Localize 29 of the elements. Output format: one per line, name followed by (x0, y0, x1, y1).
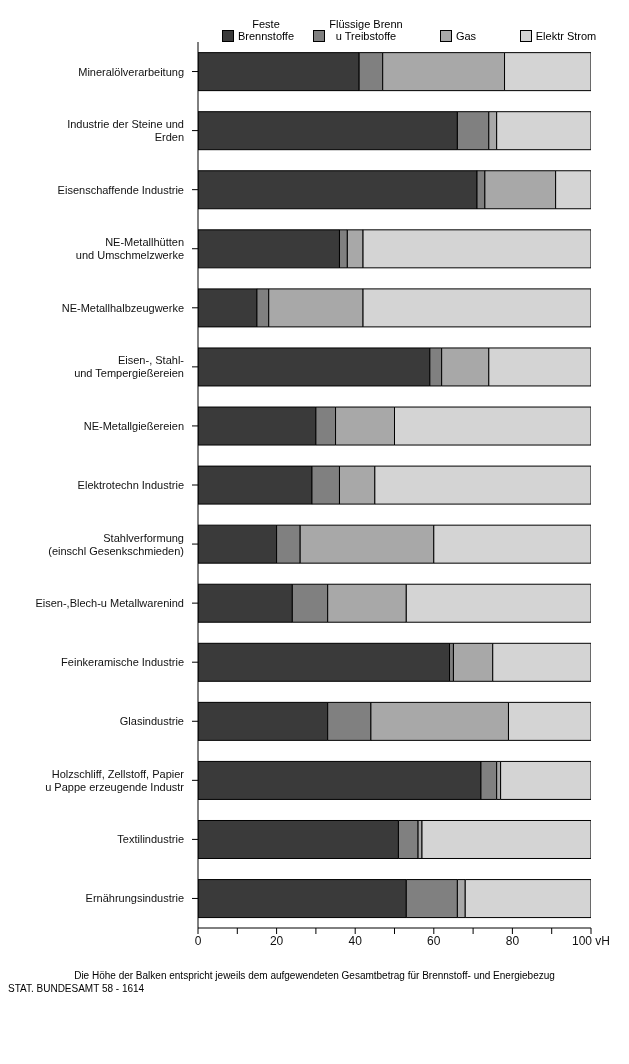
legend-label: Gas (455, 30, 477, 42)
y-tick-label: Glasindustrie (119, 715, 184, 728)
text: STAT. BUNDESAMT 58 - 1614 (8, 983, 146, 994)
y-tick-label: Eisen-, Stahl- und Tempergießereien (74, 354, 185, 380)
bar (421, 820, 591, 859)
y-tick-label: Holzschliff, Zellstoff, Papier u Pappe erzeugende Industr (45, 767, 185, 793)
y-tick-label: NE-Metallgießereien (83, 419, 184, 432)
x-tick-label: 0 (194, 933, 202, 948)
y-tick-label: Stahlverformung (einschl Gesenkschmieden) (48, 531, 184, 557)
y-tick-label: Ernährungsindustrie (85, 892, 184, 905)
x-tick-label: 40 (348, 933, 363, 948)
x-tick-label: 60 (427, 933, 441, 948)
y-tick-label: Textilindustrie (117, 833, 184, 846)
legend-label: Elektr Strom (535, 30, 597, 42)
text: Die Höhe der Balken entspricht jeweils dem aufgewendeten Gesamtbetrag für Brennstoff- und Energiebezug (73, 970, 556, 981)
y-tick-label: Mineralölverarbeitung (78, 65, 184, 78)
legend-label: Flüssige Brenn u Treibstoffe (329, 18, 403, 42)
x-tick-label: 20 (269, 933, 284, 948)
x-tick-label: 100 vH (571, 933, 611, 948)
bar (500, 760, 591, 800)
series-label: Feste Brennstoffe (237, 18, 295, 42)
y-tick-label: Feinkeramische Industrie (61, 656, 184, 669)
y-tick-label: Eisenschaffende Industrie (57, 183, 184, 196)
y-tick-label: Elektrotechn Industrie (77, 479, 184, 491)
y-tick-label: NE-Metallhütten und Umschmelzwerke (75, 236, 184, 262)
y-tick-label: Eisen-,Blech-u Metallwarenind (35, 597, 184, 610)
x-tick-label: 80 (505, 933, 520, 948)
y-tick-label: NE-Metallhalbzeugwerke (61, 301, 184, 314)
y-tick-label: Industrie der Steine und Erden (67, 118, 184, 144)
